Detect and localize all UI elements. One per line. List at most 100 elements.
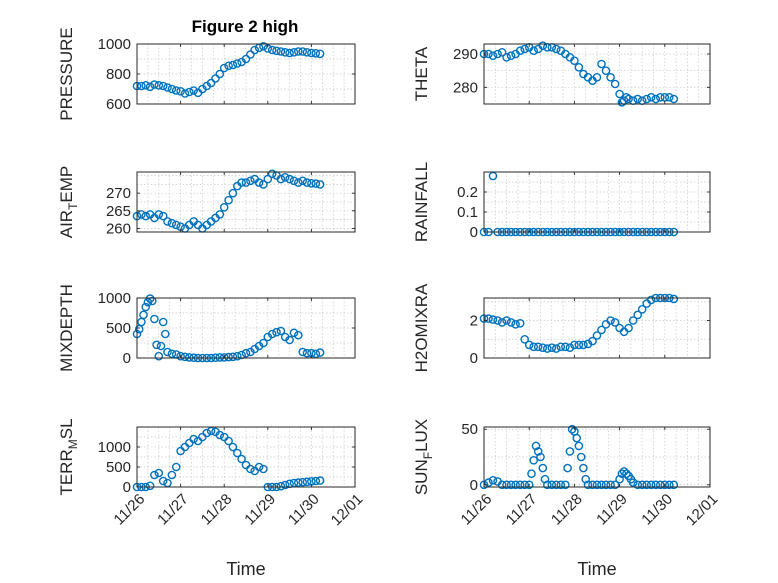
data-point [570,340,579,350]
data-point [520,480,530,490]
data-point [581,474,591,484]
data-point [570,56,579,66]
data-point [529,46,539,56]
data-point [538,343,548,353]
data-point [302,48,312,57]
data-point [259,42,268,51]
data-point [497,480,507,490]
data-point [237,350,246,360]
data-point [574,340,584,350]
data-point [246,464,255,474]
data-point [311,49,321,58]
data-point [156,341,166,351]
y-axis-label: PRESSURE [57,27,76,121]
data-point [167,349,177,359]
data-point [293,330,303,340]
data-point [579,340,588,350]
data-point [280,172,290,182]
data-point [669,294,679,304]
data-point [267,169,277,179]
data-point [606,316,615,325]
data-point [163,217,172,226]
data-point [154,351,164,361]
data-point [520,44,530,54]
data-point [552,44,561,54]
data-point [531,441,541,451]
data-point [139,310,148,320]
data-point [285,335,294,345]
y-tick-label: 2 [470,313,478,330]
data-point [158,81,168,91]
axes-border [483,297,711,359]
data-point [158,211,168,221]
data-point [606,480,615,490]
data-point [246,50,255,59]
data-point [232,59,242,68]
subplot-4: 0 0.1 0.2 RAINFALL [412,162,711,242]
data-point [152,340,161,350]
data-point [180,352,190,362]
data-point [615,89,624,99]
grid [137,427,355,487]
data-point [254,462,264,472]
data-point [561,342,570,352]
axes-border [136,426,356,488]
data-point [241,178,251,187]
data-point [592,331,602,340]
data-point [219,63,229,73]
data-point [250,45,259,55]
data-point [637,304,647,314]
data-point [669,480,679,490]
data-point [574,441,584,451]
x-axis-label: Time [226,559,265,579]
data-point [224,436,233,446]
data-point [637,480,647,490]
data-point [497,48,507,57]
data-point [497,318,507,327]
data-point [293,178,303,187]
y-tick-label: 800 [106,66,131,83]
data-point [241,54,251,64]
y-tick-label: 270 [106,185,131,202]
data-point [622,93,631,102]
data-point [533,447,543,456]
y-axis-label: AIRTEMP [57,166,80,239]
data-point [493,49,502,59]
data-point [527,469,536,479]
data-point [515,318,525,328]
data-point [311,179,321,188]
data-point [272,46,281,56]
data-point [547,343,557,353]
y-tick-label: 0 [470,224,478,241]
data-point [588,336,597,346]
data-point [536,452,545,462]
data-point [563,463,572,473]
data-point [289,48,299,57]
data-markers [479,293,679,353]
data-point [189,86,198,95]
data-point [259,338,268,348]
data-point [502,53,511,62]
data-point [311,476,321,486]
data-point [141,211,150,221]
data-point [150,80,159,89]
subplot-1: 600 800 1000 PRESSURE [57,27,356,121]
data-point [298,347,308,357]
data-point [298,477,308,487]
y-tick-label: 0 [470,350,478,367]
data-point [167,84,177,94]
data-point [588,480,597,490]
data-point [189,434,198,444]
data-point [488,51,498,61]
subplot-2: 280 290 THETA [412,41,711,107]
data-point [167,218,177,228]
data-point [202,428,212,438]
data-markers [479,41,679,107]
data-point [651,480,661,490]
data-point [633,94,643,104]
data-point [633,310,643,320]
data-point [565,343,575,353]
y-tick-label: 0.2 [457,184,478,201]
axes-border [483,43,711,105]
